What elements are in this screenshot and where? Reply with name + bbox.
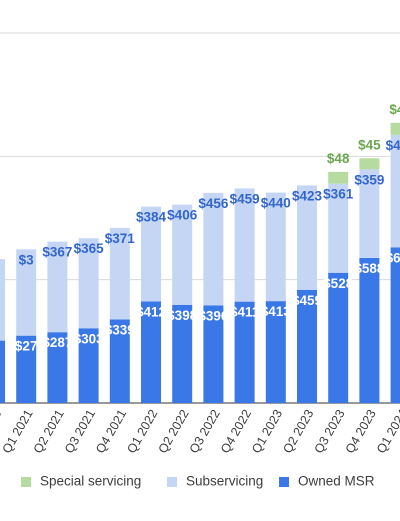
bar-subservicing — [203, 192, 224, 306]
data-label-subservicing: $367 — [42, 245, 72, 260]
data-label-special-servicing: $48 — [327, 151, 350, 166]
bar-subservicing — [328, 183, 349, 273]
data-label-subservicing: $361 — [323, 187, 354, 202]
bar-owned-msr — [328, 272, 349, 403]
data-label-subservicing: $359 — [354, 172, 384, 187]
bar-special-servicing — [328, 171, 349, 184]
data-label-subservicing: $459 — [230, 191, 260, 206]
data-label-owned-msr: $631 — [386, 250, 400, 265]
bar-subservicing — [265, 192, 286, 302]
data-label-owned-msr: $303 — [74, 331, 105, 346]
legend-label-owned-msr: Owned MSR — [298, 474, 375, 489]
bar-owned-msr — [47, 332, 68, 403]
bar-owned-msr — [109, 319, 130, 403]
legend-label-subservicing: Subservicing — [186, 474, 263, 489]
bar-owned-msr — [172, 304, 193, 403]
data-label-special-servicing: $49 — [389, 102, 400, 117]
data-label-subservicing: $456 — [198, 196, 229, 211]
bar-subservicing — [47, 241, 68, 333]
bar-owned-msr — [390, 247, 400, 403]
data-label-subservicing: $440 — [261, 196, 291, 211]
legend-label-special-servicing: Special servicing — [40, 474, 141, 489]
bar-subservicing — [0, 259, 5, 341]
data-label-owned-msr: $588 — [354, 261, 385, 276]
bar-owned-msr — [16, 335, 37, 403]
data-label-owned-msr: $413 — [261, 304, 292, 319]
data-label-owned-msr: $27 — [15, 339, 38, 354]
bar-owned-msr — [297, 289, 317, 403]
data-label-owned-msr: $339 — [105, 322, 135, 337]
bar-special-servicing — [390, 122, 400, 135]
bar-subservicing — [172, 204, 193, 305]
legend-swatch-owned-msr — [279, 477, 289, 487]
data-label-subservicing: $384 — [136, 210, 167, 225]
data-label-subservicing: $365 — [74, 241, 105, 256]
data-label-owned-msr: $459 — [292, 293, 322, 308]
bar-subservicing — [390, 134, 400, 248]
data-label-owned-msr: $398 — [167, 308, 198, 323]
data-label-subservicing: $371 — [105, 231, 136, 246]
bar-owned-msr — [203, 305, 224, 403]
data-label-owned-msr: $287 — [42, 335, 72, 350]
data-label-special-servicing: $45 — [358, 137, 381, 152]
bar-subservicing — [78, 238, 99, 329]
bar-owned-msr — [359, 257, 380, 403]
bar-subservicing — [234, 188, 255, 302]
bar-subservicing — [16, 249, 37, 336]
bar-owned-msr — [141, 301, 161, 403]
data-label-owned-msr: $412 — [136, 304, 166, 319]
data-label-subservicing: $3 — [19, 252, 35, 267]
bar-owned-msr — [78, 328, 99, 403]
legend-swatch-special-servicing — [21, 477, 31, 487]
data-label-subservicing: $456 — [386, 138, 400, 153]
bar-subservicing — [359, 169, 380, 258]
data-label-owned-msr: $396 — [198, 308, 229, 323]
bar-owned-msr — [265, 301, 286, 403]
data-label-subservicing: $423 — [292, 188, 323, 203]
bar-subservicing — [297, 185, 317, 290]
bar-subservicing — [141, 206, 161, 302]
bar-special-servicing — [359, 158, 380, 170]
data-label-owned-msr: $528 — [323, 276, 354, 291]
data-label-owned-msr: $411 — [230, 305, 260, 320]
data-label-subservicing: $406 — [167, 208, 198, 223]
bar-subservicing — [109, 227, 130, 320]
bar-owned-msr — [0, 340, 5, 403]
bar-owned-msr — [234, 301, 255, 403]
legend-swatch-subservicing — [167, 477, 177, 487]
